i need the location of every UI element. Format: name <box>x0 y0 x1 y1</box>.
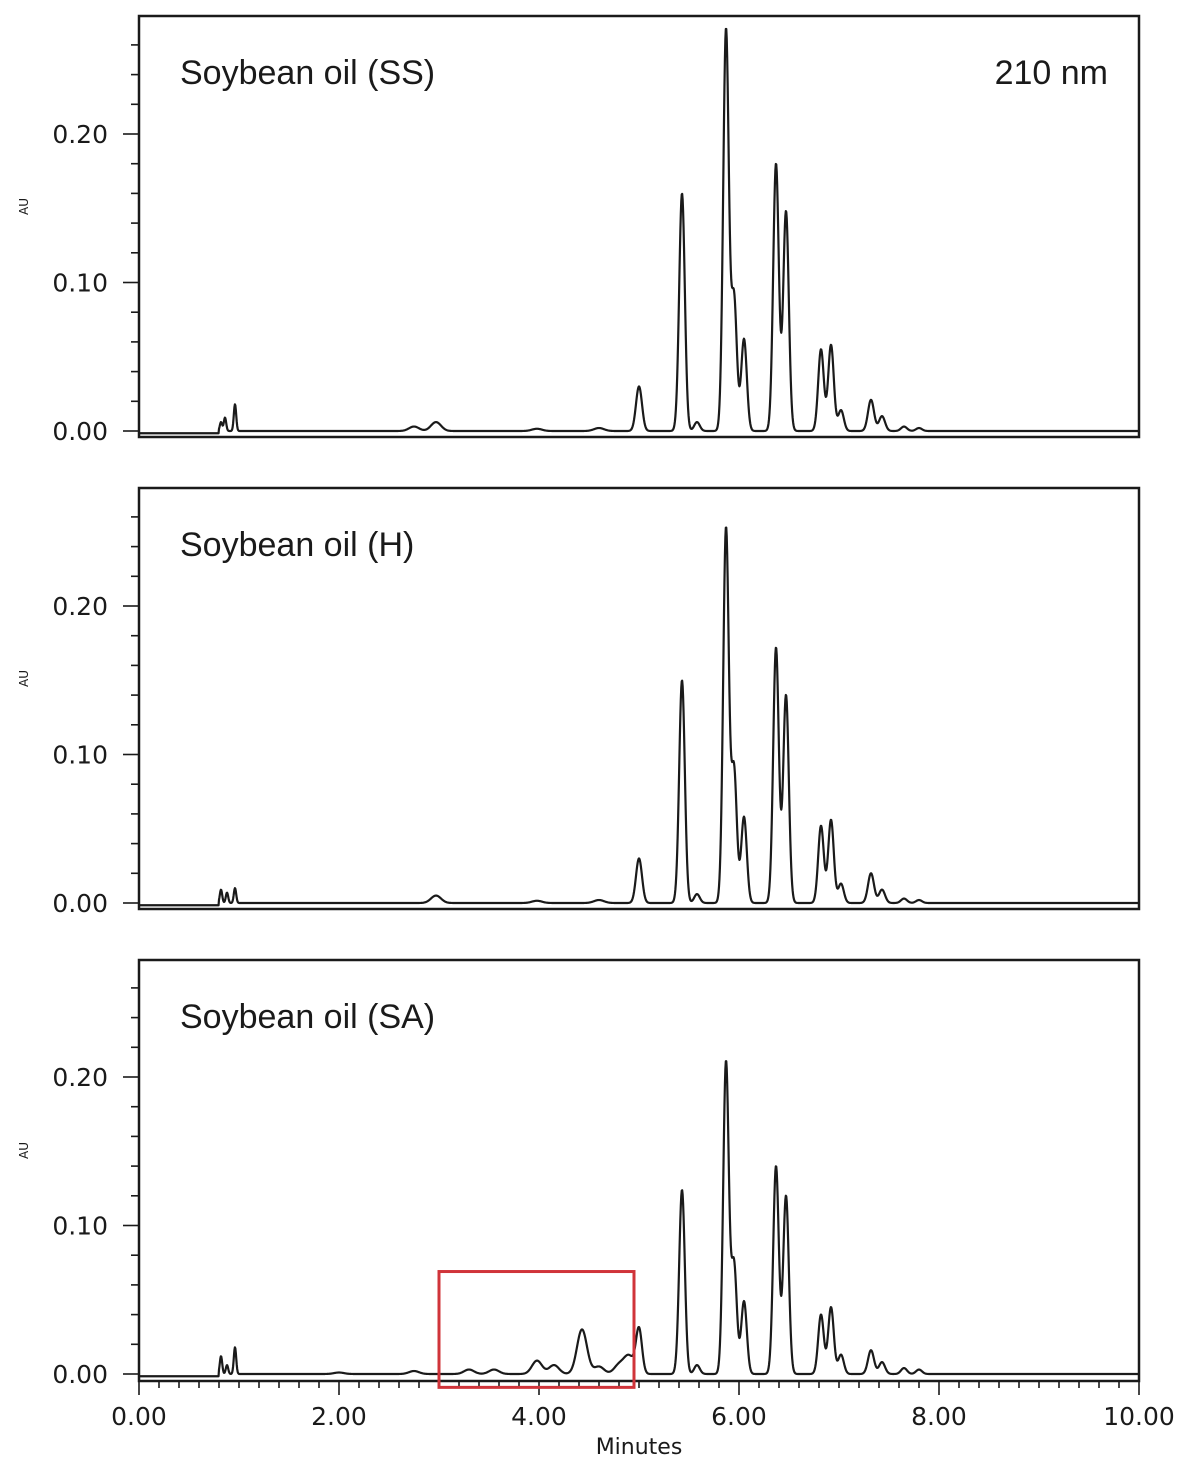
y-tick-label: 0.20 <box>52 120 108 149</box>
x-tick-label: 0.00 <box>111 1402 167 1431</box>
wavelength-annotation: 210 nm <box>995 54 1108 92</box>
panel-soybean-oil-ss: 0.00 0.10 0.20 AU Soybean oil (SS) 210 nm <box>17 14 1141 446</box>
x-tick-label: 10.00 <box>1103 1402 1175 1431</box>
y-tick-label: 0.10 <box>52 741 108 770</box>
highlight-box <box>437 1270 636 1389</box>
panel-title: Soybean oil (H) <box>180 526 414 564</box>
y-tick-label: 0.20 <box>52 1063 108 1092</box>
y-tick-label: 0.10 <box>52 1212 108 1241</box>
chromatogram-trace <box>138 1060 1140 1378</box>
y-tick-label: 0.00 <box>52 889 108 918</box>
x-tick-label: 4.00 <box>511 1402 567 1431</box>
y-tick-label: 0.20 <box>52 592 108 621</box>
y-axis-label: AU <box>17 1142 31 1159</box>
panel-title: Soybean oil (SS) <box>180 54 435 92</box>
y-tick-label: 0.10 <box>52 269 108 298</box>
panel-title: Soybean oil (SA) <box>180 998 435 1036</box>
y-axis-label: AU <box>17 670 31 687</box>
x-tick-label: 2.00 <box>311 1402 367 1431</box>
y-tick-label: 0.00 <box>52 417 108 446</box>
plot-frame <box>137 486 1141 911</box>
plot-frame <box>137 14 1141 439</box>
chromatogram-trace <box>138 526 1140 907</box>
panel-soybean-oil-sa: 0.00 0.10 0.20 AU Soybean oil (SA) 0.00 2.00 4.… <box>17 958 1175 1460</box>
x-tick-label: 8.00 <box>911 1402 967 1431</box>
y-tick-label: 0.00 <box>52 1360 108 1389</box>
chromatogram-trace <box>138 27 1140 435</box>
x-tick-label: 6.00 <box>711 1402 767 1431</box>
x-axis-label: Minutes <box>596 1435 683 1460</box>
panel-soybean-oil-h: 0.00 0.10 0.20 AU Soybean oil (H) <box>17 486 1141 918</box>
y-axis-label: AU <box>17 198 31 215</box>
